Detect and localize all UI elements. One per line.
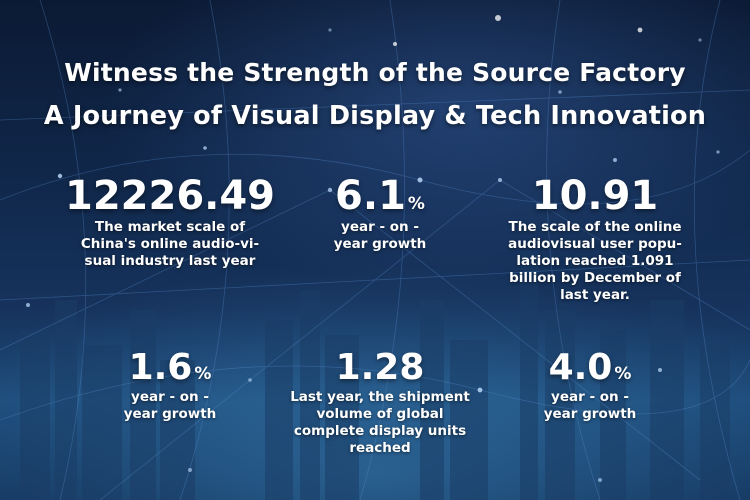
city-skyline [20,250,730,500]
stat-unit: % [194,364,212,384]
stat-value: 10.91 [531,173,659,219]
stat-growth-2: 1.6% year - on - year growth [100,350,240,423]
stat-value: 6.1% [335,173,425,219]
stat-description: year - on - year growth [123,389,217,422]
sparkles [393,15,643,46]
stat-value: 1.28 [335,347,425,388]
stat-user-population: 10.91 The scale of the online audiovisua… [485,176,705,304]
stat-description: The scale of the online audiovisual user… [508,219,682,303]
stat-description: Last year, the shipment volume of global… [290,389,470,456]
stat-description: year - on - year growth [333,219,427,252]
stat-growth-1: 6.1% year - on - year growth [305,176,455,253]
network-nodes [26,28,720,482]
page-subtitle: A Journey of Visual Display & Tech Innov… [43,101,707,131]
stat-value: 12226.49 [64,173,276,219]
page-title: Witness the Strength of the Source Facto… [64,58,686,87]
stat-shipment-volume: 1.28 Last year, the shipment volume of g… [280,350,480,457]
stat-market-scale: 12226.49 The market scale of China's onl… [55,176,285,270]
stat-unit: % [614,364,632,384]
stat-growth-3: 4.0% year - on - year growth [520,350,660,423]
stat-unit: % [407,194,425,214]
stat-description: year - on - year growth [543,389,637,422]
stat-value: 4.0% [548,347,632,388]
stat-value: 1.6% [128,347,212,388]
stat-description: The market scale of China's online audio… [80,219,260,269]
